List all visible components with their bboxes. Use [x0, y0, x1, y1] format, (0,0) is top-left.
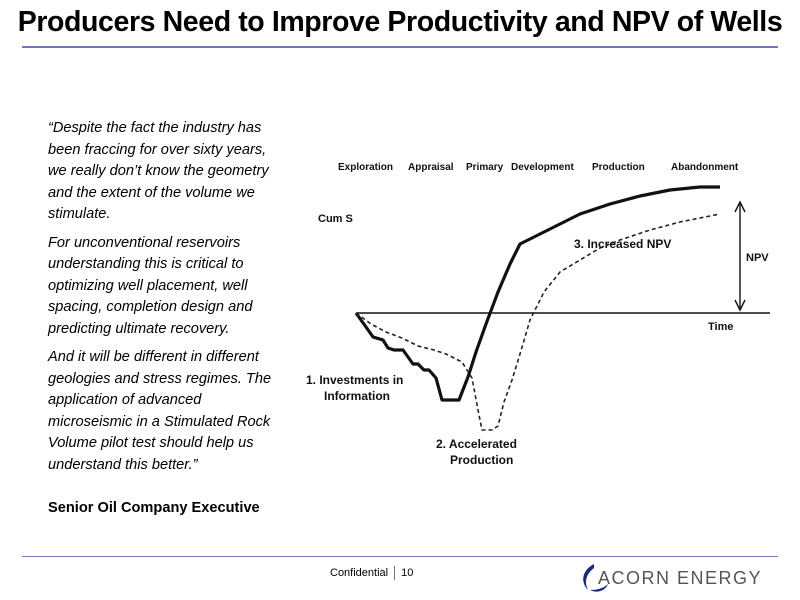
phase-label-exploration: Exploration [338, 162, 393, 173]
slide-title: Producers Need to Improve Productivity a… [17, 6, 783, 38]
annotation-accelerated-line1: 2. Accelerated [436, 437, 517, 451]
phase-label-abandonment: Abandonment [671, 162, 739, 173]
improved-case-curve [355, 213, 721, 431]
footer: Confidential 10 [330, 566, 413, 580]
annotation-increased-npv: 3. Increased NPV [574, 237, 671, 251]
executive-quote: “Despite the fact the industry has been … [48, 118, 286, 483]
lifecycle-diagram: Exploration Appraisal Primary Developmen… [306, 162, 770, 467]
logo-swoosh-tail-icon [590, 584, 608, 592]
annotation-accelerated-line2: Production [450, 453, 513, 467]
phase-label-primary: Primary [466, 162, 504, 173]
phase-label-production: Production [592, 162, 645, 173]
annotation-investments-line2: Information [324, 389, 390, 403]
quote-paragraph-1: “Despite the fact the industry has been … [48, 120, 269, 222]
npv-arrow-down-head [734, 299, 746, 312]
footer-separator [394, 566, 396, 580]
acorn-energy-logo: ACORN ENERGY [576, 560, 786, 594]
quote-paragraph-3: And it will be different in different ge… [48, 349, 272, 473]
title-divider [22, 46, 778, 48]
page-number: 10 [401, 566, 414, 579]
quote-attribution: Senior Oil Company Executive [48, 500, 260, 516]
phase-label-appraisal: Appraisal [408, 162, 454, 173]
logo-graphic: ACORN ENERGY [583, 564, 762, 592]
confidential-label: Confidential [330, 566, 389, 579]
npv-arrow-up-head [734, 200, 746, 213]
x-axis-label: Time [708, 321, 733, 333]
annotation-investments-line1: 1. Investments in [306, 373, 403, 387]
base-case-curve [354, 185, 720, 402]
npv-label: NPV [746, 252, 769, 264]
well-lifecycle-figure: Exploration Appraisal Primary Developmen… [296, 152, 780, 482]
footer-divider [22, 556, 778, 557]
y-axis-label: Cum S [318, 213, 353, 225]
logo-swoosh-icon [583, 564, 594, 590]
phase-label-development: Development [511, 162, 574, 173]
logo-text: ACORN ENERGY [598, 568, 762, 588]
quote-paragraph-2: For unconventional reservoirs understand… [48, 234, 253, 337]
